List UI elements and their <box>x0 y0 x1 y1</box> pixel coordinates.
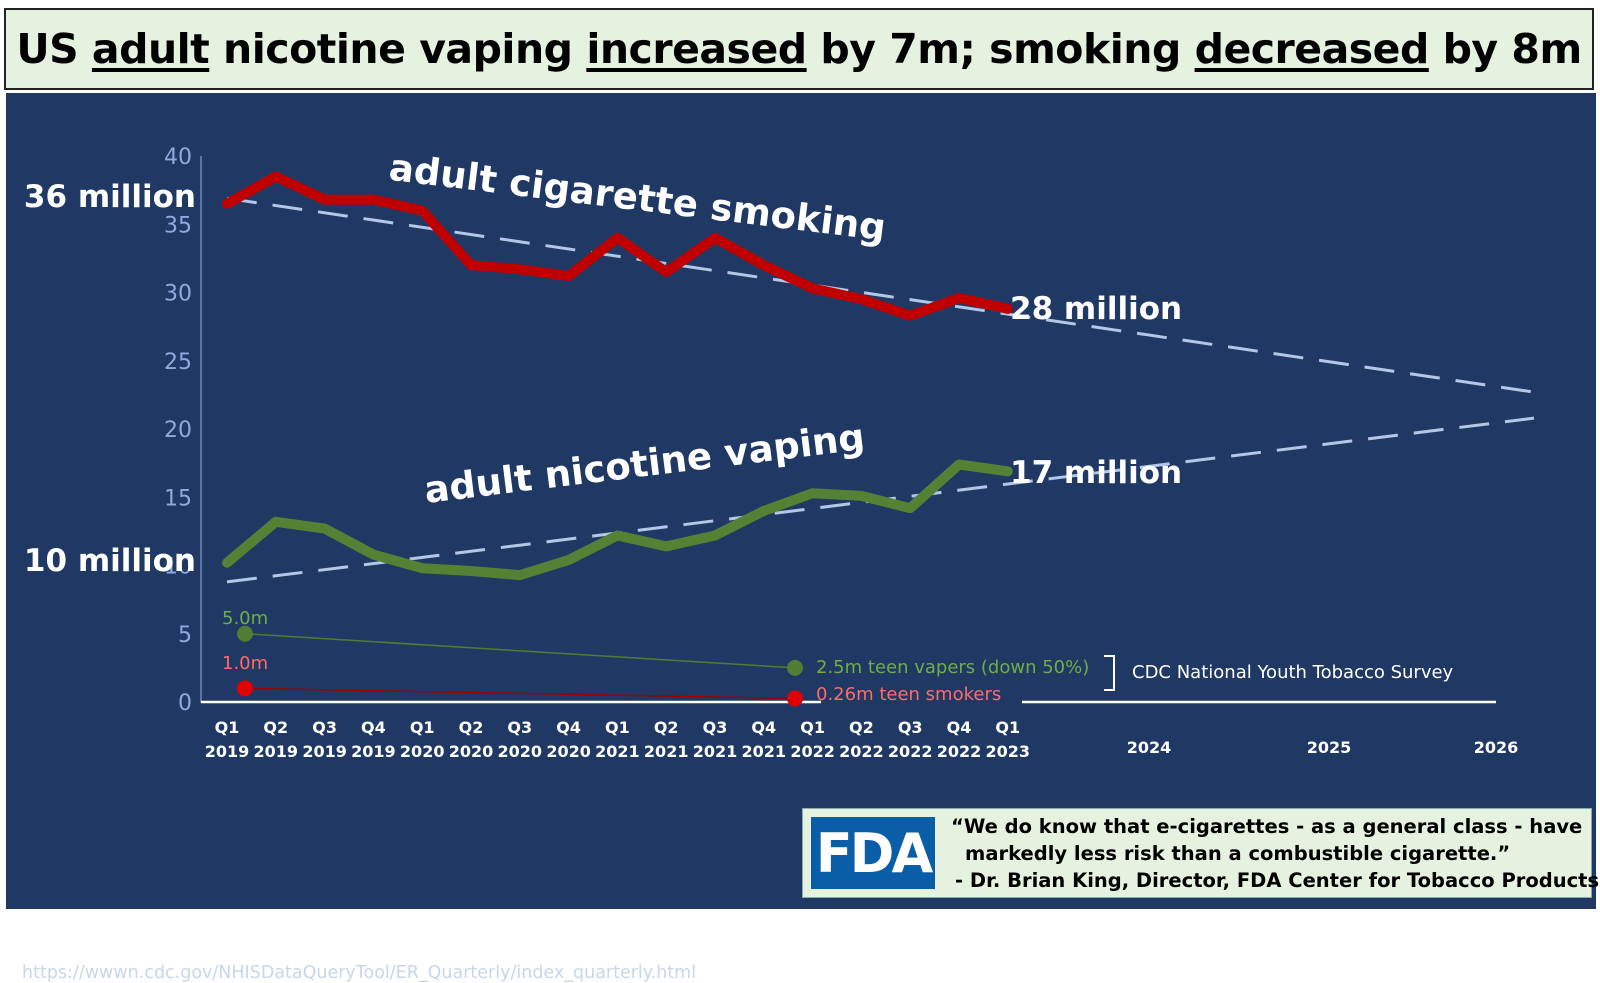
teen-smokers-start-label: 1.0m <box>222 653 268 674</box>
teen-smokers-point <box>787 690 803 707</box>
x-tick-label: 2022 <box>937 742 982 761</box>
x-tick-label: Q3 <box>703 718 728 737</box>
x-tick-label: 2020 <box>449 742 494 761</box>
y-tick-label: 20 <box>164 418 192 443</box>
quote-text: “We do know that e-cigarettes - as a gen… <box>951 813 1600 894</box>
fda-quote-box: FDA “We do know that e-cigarettes - as a… <box>802 808 1600 898</box>
series-end-label: 17 million <box>1010 455 1182 491</box>
x-tick-label: 2021 <box>742 742 787 761</box>
bracket <box>1104 655 1115 691</box>
teen-vapers-line <box>244 633 796 669</box>
trend-line <box>226 196 1535 394</box>
x-tick-label-year: 2024 <box>1127 738 1172 757</box>
series-line <box>222 459 1013 581</box>
x-tick-label: 2019 <box>205 742 250 761</box>
source-text: Source: CDC National Health Interview Su… <box>22 931 508 955</box>
fda-logo: FDA <box>811 817 935 889</box>
x-tick-label: 2019 <box>351 742 396 761</box>
teen-vapers-point <box>237 625 253 642</box>
chart-title: US adult nicotine vaping increased by 7m… <box>16 25 1582 73</box>
x-tick-label: Q1 <box>605 718 630 737</box>
x-tick-label: Q2 <box>459 718 484 737</box>
x-tick-label: 2021 <box>693 742 738 761</box>
x-tick-label: 2021 <box>644 742 689 761</box>
x-tick-label: 2019 <box>254 742 299 761</box>
teen-vapers-end-label: 2.5m teen vapers (down 50%) <box>816 657 1089 678</box>
x-tick-label: 2021 <box>595 742 640 761</box>
x-tick-label: 2022 <box>790 742 835 761</box>
series-start-label: 10 million <box>24 543 196 579</box>
quote-line-1: “We do know that e-cigarettes - as a gen… <box>951 815 1583 838</box>
y-tick-label: 0 <box>178 691 192 716</box>
teen-smokers-point <box>237 680 253 697</box>
x-tick-label: Q4 <box>361 718 386 737</box>
x-tick-label: Q4 <box>751 718 776 737</box>
x-tick-label: Q2 <box>654 718 679 737</box>
x-tick-label: Q1 <box>410 718 435 737</box>
x-tick-label: 2020 <box>400 742 445 761</box>
x-tick-label: Q2 <box>849 718 874 737</box>
series-end-label: 28 million <box>1010 291 1182 327</box>
x-tick-label: Q1 <box>800 718 825 737</box>
y-tick-label: 25 <box>164 350 192 375</box>
y-tick-label: 15 <box>164 486 192 511</box>
x-tick-label-year: 2026 <box>1474 738 1519 757</box>
x-tick-label: 2019 <box>302 742 347 761</box>
x-tick-label: Q1 <box>995 718 1020 737</box>
x-tick-label: Q3 <box>507 718 532 737</box>
y-tick-label: 35 <box>164 213 192 238</box>
x-tick-label: 2020 <box>546 742 591 761</box>
y-tick-label: 5 <box>178 623 192 648</box>
series-line <box>222 171 1013 321</box>
y-tick-label: 30 <box>164 282 192 307</box>
x-tick-label-year: 2025 <box>1307 738 1352 757</box>
y-tick-label: 10 <box>164 555 192 580</box>
x-tick-label: Q2 <box>263 718 288 737</box>
teen-smokers-line <box>244 687 796 700</box>
teen-vapers-point <box>787 659 803 676</box>
quote-line-3: - Dr. Brian King, Director, FDA Center f… <box>955 869 1600 892</box>
x-tick-label: Q3 <box>898 718 923 737</box>
teen-survey-source: CDC National Youth Tobacco Survey <box>1132 662 1454 683</box>
x-tick-label: 2022 <box>839 742 884 761</box>
teen-smokers-end-label: 0.26m teen smokers <box>816 684 1001 705</box>
title-banner: US adult nicotine vaping increased by 7m… <box>4 8 1594 90</box>
line-chart: 0510152025303540Q12019Q22019Q32019Q42019… <box>24 145 1535 761</box>
series-start-label: 36 million <box>24 179 196 215</box>
x-tick-label: 2020 <box>498 742 543 761</box>
x-tick-label: 2022 <box>888 742 933 761</box>
quote-line-2: markedly less risk than a combustible ci… <box>965 842 1511 865</box>
source-url[interactable]: https://wwwn.cdc.gov/NHISDataQueryTool/E… <box>22 963 697 983</box>
y-tick-label: 40 <box>164 145 192 170</box>
x-tick-label: Q3 <box>312 718 337 737</box>
x-tick-label: Q1 <box>215 718 240 737</box>
chart-panel: 0 5 10 15 20 25 30 35 40 Q1 2019 Q2 2019 Q3 2019 Q4 2019… <box>6 93 1596 983</box>
x-tick-label: Q4 <box>947 718 972 737</box>
x-tick-label: Q4 <box>556 718 581 737</box>
x-tick-label: 2023 <box>986 742 1031 761</box>
teen-vapers-start-label: 5.0m <box>222 608 268 629</box>
